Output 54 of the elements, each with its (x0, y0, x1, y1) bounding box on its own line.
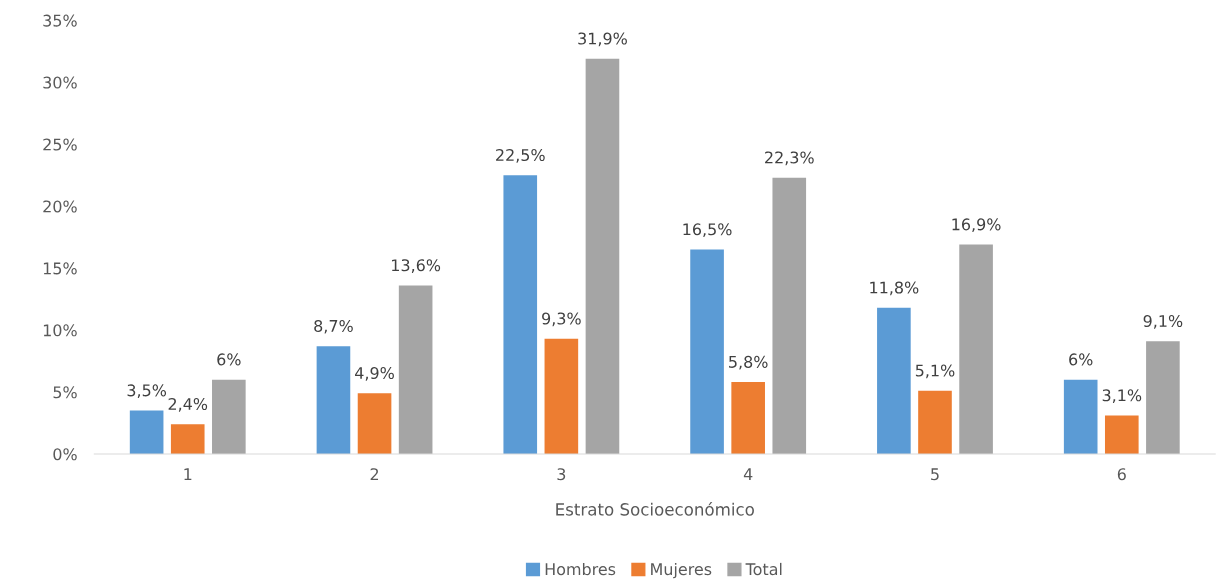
legend-label: Hombres (545, 562, 616, 576)
data-label: 11,8% (870, 281, 919, 296)
data-label: 22,5% (496, 148, 545, 163)
y-tick-label: 15% (43, 262, 77, 275)
bar (918, 390, 952, 454)
y-tick-label: 20% (43, 200, 77, 213)
data-label: 2,4% (168, 397, 208, 412)
bar (212, 379, 246, 454)
data-label: 5,1% (915, 364, 955, 379)
bar (170, 424, 205, 454)
bar (316, 346, 351, 454)
data-label: 4,9% (355, 366, 394, 381)
x-tick-label: 2 (370, 468, 379, 480)
bar (503, 175, 538, 454)
bar (398, 285, 433, 454)
bar (877, 307, 911, 454)
x-tick-label: 6 (1117, 468, 1126, 481)
data-label: 3,5% (127, 384, 167, 399)
bar (544, 338, 579, 454)
y-tick-label: 25% (43, 138, 77, 151)
data-label: 31,9% (578, 32, 627, 47)
bar (129, 410, 164, 454)
bar (690, 249, 724, 454)
x-tick-label: 4 (743, 468, 753, 480)
data-label: 16,5% (683, 223, 732, 237)
data-label: 9,3% (542, 312, 581, 327)
x-tick-label: 1 (184, 468, 192, 480)
bar (731, 382, 765, 454)
bar (1104, 415, 1139, 454)
y-tick-label: 0% (53, 448, 77, 461)
y-tick-label: 10% (43, 324, 77, 337)
data-label: 16,9% (952, 218, 1001, 233)
bar (772, 177, 807, 454)
bar (585, 58, 620, 454)
bar (959, 244, 993, 454)
data-label: 3,1% (1102, 389, 1142, 403)
data-label: 9,1% (1143, 314, 1183, 329)
data-label: 13,6% (392, 259, 441, 273)
x-tick-label: 5 (931, 468, 939, 481)
data-label: 6% (217, 353, 241, 366)
bar (1063, 379, 1098, 454)
data-label: 6% (1069, 353, 1093, 366)
bar (1146, 341, 1180, 454)
y-tick-label: 30% (43, 76, 77, 89)
y-tick-label: 35% (43, 14, 77, 27)
legend-label: Total (745, 562, 782, 576)
x-axis-title: Estrato Socioeconómico (556, 502, 754, 516)
legend-label: Mujeres (651, 562, 712, 579)
data-label: 22,3% (765, 151, 814, 166)
y-tick-label: 5% (53, 386, 77, 399)
data-label: 8,7% (314, 319, 353, 334)
bar (357, 393, 392, 454)
x-tick-label: 3 (557, 468, 566, 481)
data-label: 5,8% (729, 355, 768, 370)
